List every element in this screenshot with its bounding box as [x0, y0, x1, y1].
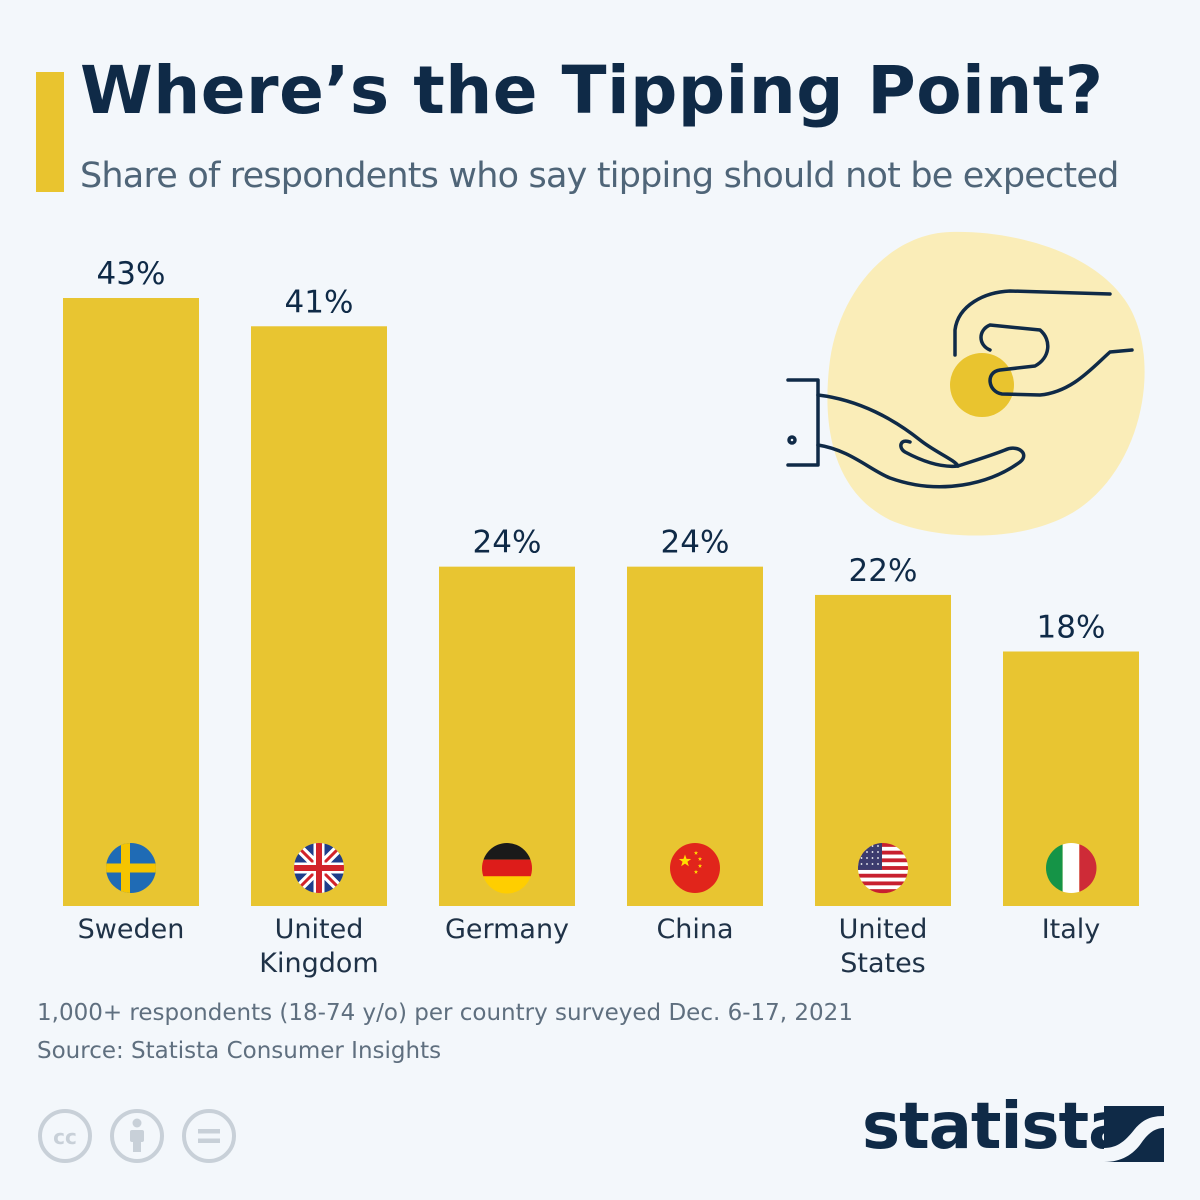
footnote-sample: 1,000+ respondents (18-74 y/o) per count…	[37, 1000, 853, 1026]
attribution-icon[interactable]	[109, 1108, 165, 1164]
value-label-united-states: 22%	[849, 553, 918, 589]
no-derivatives-icon[interactable]	[181, 1108, 237, 1164]
bar-sweden	[63, 298, 199, 906]
category-label-italy: Italy	[1042, 914, 1101, 945]
category-label-united-kingdom: United	[275, 914, 364, 945]
value-label-united-kingdom: 41%	[285, 284, 354, 320]
china-flag-icon	[670, 843, 720, 893]
svg-text:cc: cc	[53, 1125, 77, 1149]
statista-logo-icon[interactable]	[1104, 1106, 1164, 1162]
category-label-united-kingdom: Kingdom	[259, 948, 378, 979]
category-label-germany: Germany	[445, 914, 569, 945]
category-label-china: China	[656, 914, 733, 945]
bar-chart: 43%Sweden41%UnitedKingdom24%Germany24%Ch…	[63, 256, 1139, 979]
united-kingdom-flag-icon	[294, 843, 344, 893]
statista-logo[interactable]: statista	[862, 1090, 1131, 1164]
sweden-flag-icon	[106, 843, 156, 893]
title-accent-bar	[36, 72, 64, 192]
united-states-flag-icon	[858, 843, 908, 894]
chart-title: Where’s the Tipping Point?	[80, 52, 1104, 129]
value-label-italy: 18%	[1037, 609, 1106, 645]
bar-united-kingdom	[251, 326, 387, 907]
category-label-united-states: States	[840, 948, 926, 979]
hand-giving-coin-icon	[786, 231, 1145, 536]
value-label-germany: 24%	[473, 525, 542, 561]
italy-flag-icon	[1046, 843, 1097, 893]
category-label-united-states: United	[839, 914, 928, 945]
value-label-china: 24%	[661, 525, 730, 561]
footnote-source: Source: Statista Consumer Insights	[37, 1038, 442, 1064]
category-label-sweden: Sweden	[78, 914, 185, 945]
germany-flag-icon	[482, 843, 532, 894]
value-label-sweden: 43%	[97, 256, 166, 292]
chart-subtitle: Share of respondents who say tipping sho…	[80, 156, 1119, 196]
cc-icon[interactable]: cc	[37, 1108, 93, 1164]
